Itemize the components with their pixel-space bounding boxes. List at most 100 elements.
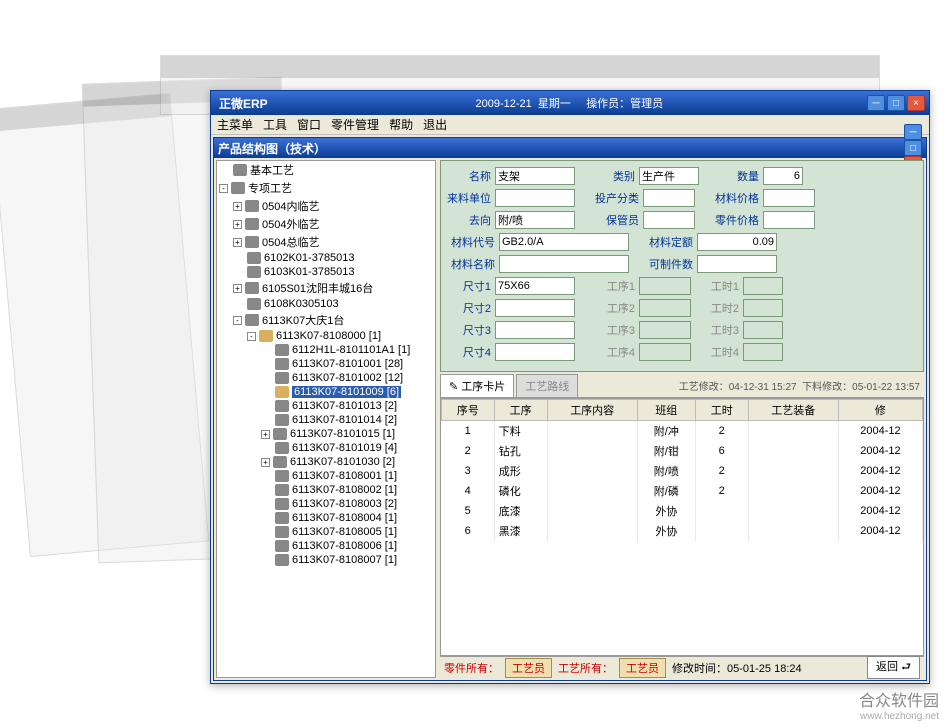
tree-node[interactable]: 6103K01-3785013 [217,265,435,279]
table-row[interactable]: 3成形附/喷22004-12 [442,461,923,481]
tree-node[interactable]: 6113K07-8101001 [28] [217,357,435,371]
tree-node[interactable]: 6113K07-8108005 [1] [217,525,435,539]
mat-unit-input[interactable] [495,189,575,207]
grid-header[interactable]: 序号 [442,400,495,421]
mat-price-input[interactable] [763,189,815,207]
tree-label: 0504外临艺 [262,216,319,232]
lbl-goto: 去向 [447,212,491,228]
expand-icon[interactable]: + [233,284,242,293]
tree-node[interactable]: +6113K07-8101030 [2] [217,455,435,469]
tree-node[interactable]: 6113K07-8101009 [6] [217,385,435,399]
tree-node[interactable]: 6113K07-8101002 [12] [217,371,435,385]
tree-node[interactable]: -6113K07大庆1台 [217,311,435,329]
inner-maximize-button[interactable]: □ [904,140,922,156]
tree-node[interactable]: 6113K07-8108004 [1] [217,511,435,525]
tabs-row: ✎ 工序卡片 工艺路线 工艺修改：04-12-31 15:27 下料修改：05-… [440,374,924,398]
inner-title: 产品结构图（技术） [218,140,904,157]
category-input[interactable] [639,167,699,185]
inner-titlebar: 产品结构图（技术） ─ □ × [214,138,926,158]
return-button[interactable]: 返回 ⮐ [867,656,920,679]
dim2-input[interactable] [495,299,575,317]
maximize-button[interactable]: □ [887,95,905,111]
expand-icon[interactable]: + [233,220,242,229]
tree-node[interactable]: 6113K07-8101014 [2] [217,413,435,427]
mat-quota-input[interactable] [697,233,777,251]
tab-proc-card[interactable]: ✎ 工序卡片 [440,374,514,397]
mat-name-input[interactable] [499,255,629,273]
menu-parts[interactable]: 零件管理 [331,116,379,133]
tree-node[interactable]: +6113K07-8101015 [1] [217,427,435,441]
menu-main[interactable]: 主菜单 [217,116,253,133]
grid-header[interactable]: 工序 [494,400,547,421]
close-button[interactable]: × [907,95,925,111]
dim1-input[interactable] [495,277,575,295]
status-tech-owner: 工艺所有： [558,660,613,676]
tree-node[interactable]: +6105S01沈阳丰城16台 [217,279,435,297]
tree-node[interactable]: +0504总临艺 [217,233,435,251]
can-make-input[interactable] [697,255,777,273]
inner-minimize-button[interactable]: ─ [904,124,922,140]
table-row[interactable]: 5底漆外协2004-12 [442,501,923,521]
prod-class-input[interactable] [643,189,695,207]
expand-icon[interactable]: - [233,316,242,325]
keeper-input[interactable] [643,211,695,229]
tree-node[interactable]: +0504内临艺 [217,197,435,215]
mat-code-input[interactable] [499,233,629,251]
menu-exit[interactable]: 退出 [423,116,447,133]
expand-icon[interactable]: - [219,184,228,193]
lbl-prod-class: 投产分类 [591,190,639,206]
menu-help[interactable]: 帮助 [389,116,413,133]
grid-header[interactable]: 班组 [637,400,695,421]
tree-node[interactable]: +0504外临艺 [217,215,435,233]
grid-header[interactable]: 工艺装备 [748,400,838,421]
tree-node[interactable]: -6113K07-8108000 [1] [217,329,435,343]
tree-node[interactable]: 6113K07-8108001 [1] [217,469,435,483]
grid-header[interactable]: 修 [838,400,922,421]
expand-icon[interactable]: + [233,202,242,211]
expand-icon[interactable]: + [261,458,270,467]
tree-node[interactable]: 6113K07-8101019 [4] [217,441,435,455]
grid-header[interactable]: 工时 [695,400,748,421]
expand-icon[interactable]: + [261,430,270,439]
qty-input[interactable] [763,167,803,185]
tree-node[interactable]: 6113K07-8101013 [2] [217,399,435,413]
tree-panel[interactable]: 基本工艺-专项工艺+0504内临艺+0504外临艺+0504总临艺6102K01… [216,160,436,678]
process-grid[interactable]: 序号工序工序内容班组工时工艺装备修1下料附/冲22004-122钻孔附/钳620… [440,398,924,656]
table-row[interactable]: 6黑漆外协2004-12 [442,521,923,541]
tree-node[interactable]: 6113K07-8108003 [2] [217,497,435,511]
main-window: 正微ERP 2009-12-21 星期一 操作员：管理员 ─ □ × 主菜单 工… [210,90,930,684]
tree-node[interactable]: 6113K07-8108006 [1] [217,539,435,553]
name-input[interactable] [495,167,575,185]
expand-icon[interactable]: - [247,332,256,341]
menu-tools[interactable]: 工具 [263,116,287,133]
expand-icon[interactable]: + [233,238,242,247]
node-icon [275,512,289,524]
minimize-button[interactable]: ─ [867,95,885,111]
part-price-input[interactable] [763,211,815,229]
tree-node[interactable]: 基本工艺 [217,161,435,179]
node-icon [275,400,289,412]
grid-header[interactable]: 工序内容 [547,400,637,421]
node-icon [275,386,289,398]
tab-proc-route[interactable]: 工艺路线 [516,374,578,397]
tree-node[interactable]: 6112H1L-8101101A1 [1] [217,343,435,357]
tree-node[interactable]: -专项工艺 [217,179,435,197]
table-row[interactable]: 2钻孔附/钳62004-12 [442,441,923,461]
tree-node[interactable]: 6113K07-8108002 [1] [217,483,435,497]
dim3-input[interactable] [495,321,575,339]
lbl-category: 类别 [591,168,635,184]
node-icon [275,358,289,370]
goto-input[interactable] [495,211,575,229]
table-row[interactable]: 4磷化附/磷22004-12 [442,481,923,501]
lbl-mat-code: 材料代号 [447,234,495,250]
tech-button-2[interactable]: 工艺员 [619,658,666,678]
menu-window[interactable]: 窗口 [297,116,321,133]
lbl-mat-name: 材料名称 [447,256,495,272]
dim4-input[interactable] [495,343,575,361]
proc2-input [639,299,691,317]
tech-button-1[interactable]: 工艺员 [505,658,552,678]
tree-node[interactable]: 6102K01-3785013 [217,251,435,265]
table-row[interactable]: 1下料附/冲22004-12 [442,421,923,442]
tree-node[interactable]: 6108K0305103 [217,297,435,311]
tree-node[interactable]: 6113K07-8108007 [1] [217,553,435,567]
